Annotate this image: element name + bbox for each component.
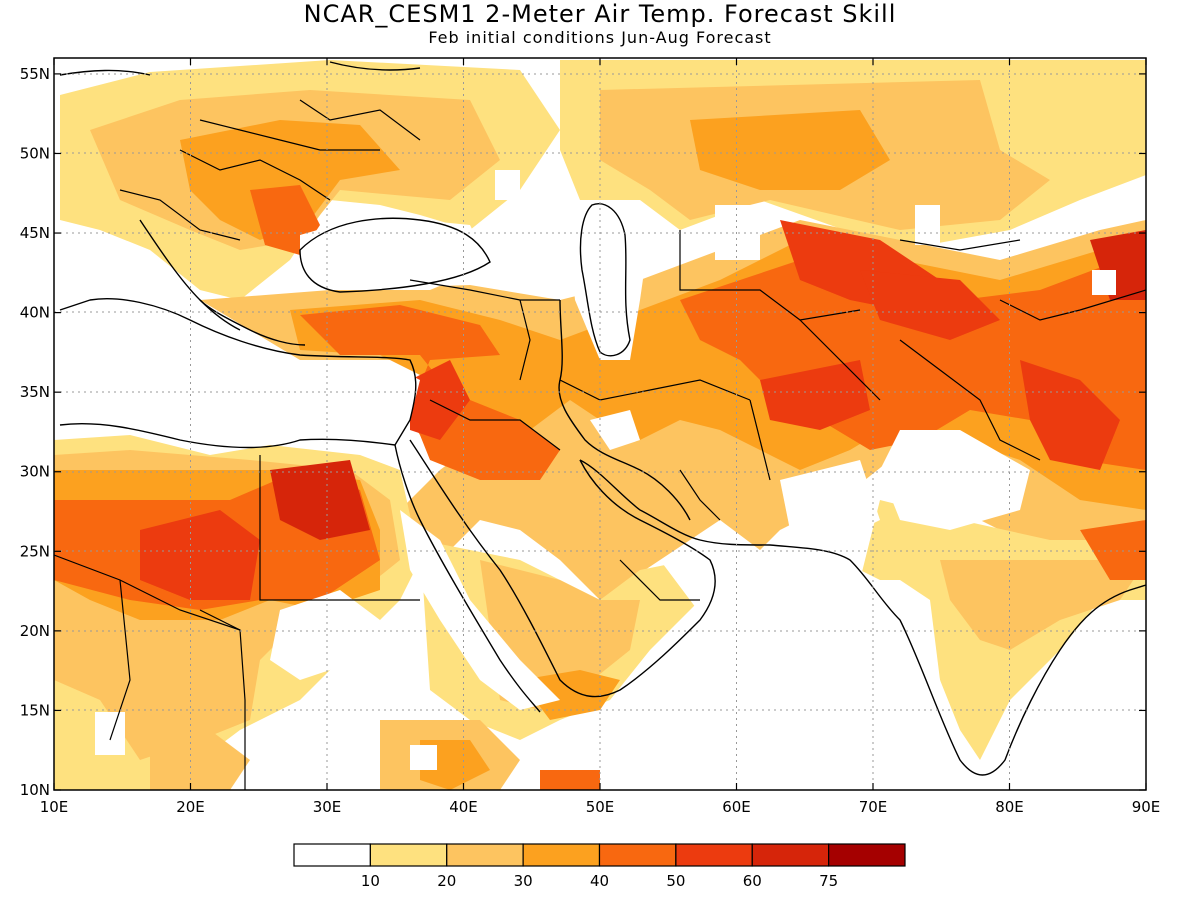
- colorbar-swatch: [293, 843, 371, 867]
- colorbar-swatch: [522, 843, 601, 867]
- colorbar-swatch: [751, 843, 830, 867]
- map-title: NCAR_CESM1 2-Meter Air Temp. Forecast Sk…: [303, 0, 897, 28]
- colorbar-labels: 10 20 30 40 50 60 75: [361, 872, 838, 890]
- colorbar-swatch: [446, 843, 524, 867]
- coastlines: [59, 61, 1146, 776]
- lat-tick-label: 20N: [20, 622, 50, 640]
- colorbar-label: 40: [590, 872, 609, 890]
- lat-tick-label: 25N: [20, 542, 50, 560]
- gridlines: [54, 58, 1146, 790]
- lat-tick-label: 50N: [20, 144, 50, 162]
- lon-tick-label: 10E: [40, 798, 69, 816]
- colorbar-label: 20: [437, 872, 456, 890]
- lat-tick-label: 45N: [20, 224, 50, 242]
- colorbar-swatch: [828, 843, 906, 867]
- lon-tick-label: 30E: [313, 798, 342, 816]
- lon-tick-label: 20E: [176, 798, 205, 816]
- lon-tick-label: 90E: [1132, 798, 1161, 816]
- lon-tick-label: 50E: [586, 798, 615, 816]
- longitude-tick-labels: 10E 20E 30E 40E 50E 60E 70E 80E 90E: [40, 798, 1161, 816]
- colorbar: [293, 843, 906, 867]
- map-subtitle: Feb initial conditions Jun-Aug Forecast: [428, 28, 772, 47]
- lat-tick-label: 35N: [20, 383, 50, 401]
- country-borders: [54, 99, 1146, 790]
- colorbar-label: 60: [743, 872, 762, 890]
- colorbar-label: 75: [819, 872, 838, 890]
- lat-tick-label: 15N: [20, 701, 50, 719]
- colorbar-label: 50: [666, 872, 685, 890]
- lon-tick-label: 40E: [449, 798, 478, 816]
- latitude-tick-labels: 55N 50N 45N 40N 35N 30N 25N 20N 15N 10N: [20, 65, 50, 799]
- colorbar-swatch: [598, 843, 677, 867]
- colorbar-swatch: [675, 843, 753, 867]
- lat-tick-label: 55N: [20, 65, 50, 83]
- lat-tick-label: 30N: [20, 463, 50, 481]
- axis-ticks: [53, 58, 1147, 791]
- colorbar-swatch: [369, 843, 448, 867]
- lon-tick-label: 70E: [859, 798, 888, 816]
- lat-tick-label: 40N: [20, 304, 50, 322]
- colorbar-label: 10: [361, 872, 380, 890]
- lon-tick-label: 80E: [995, 798, 1024, 816]
- colorbar-label: 30: [514, 872, 533, 890]
- lon-tick-label: 60E: [722, 798, 751, 816]
- lat-tick-label: 10N: [20, 781, 50, 799]
